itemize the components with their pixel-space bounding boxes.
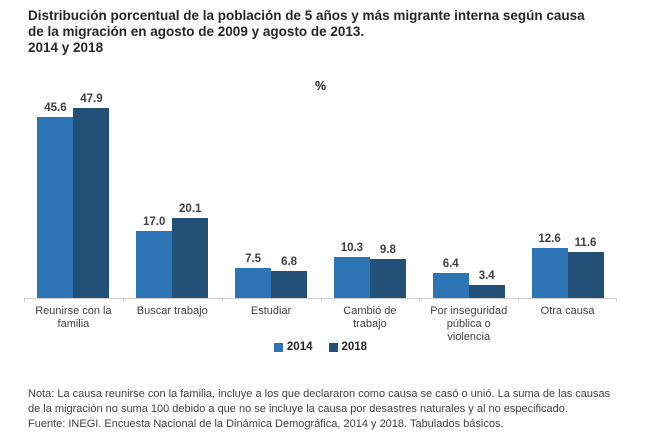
bar-column-2014-4: 10.3	[333, 242, 370, 298]
chart-title: Distribución porcentual de la población …	[28, 8, 628, 56]
bar-group-5: 6.4 3.4	[419, 101, 518, 298]
bar-2014-5	[432, 272, 469, 298]
bar-value-label-2018-3: 6.8	[281, 256, 298, 269]
x-axis-tick	[122, 298, 124, 302]
bar-2018-5	[468, 284, 505, 298]
bar-column-2014-2: 17.0	[136, 215, 173, 298]
bar-column-2018-2: 20.1	[172, 203, 209, 298]
bar-column-2014-6: 12.6	[531, 233, 568, 298]
x-axis-tick	[616, 298, 617, 302]
bar-column-2018-1: 47.9	[73, 93, 110, 298]
bar-2014-4	[333, 257, 370, 298]
bar-value-label-2014-3: 7.5	[245, 253, 262, 266]
bar-2018-1	[73, 108, 110, 298]
bar-value-label-2014-2: 17.0	[143, 215, 166, 228]
bar-2018-6	[567, 252, 604, 298]
bar-groups: 45.6 47.9 17.0 20.1 7.5 6.8 10.3 9.8 6.4 3.4 12.6 1…	[24, 93, 617, 298]
legend-label-2014: 2014	[286, 341, 313, 353]
bar-column-2014-5: 6.4	[432, 257, 469, 298]
bar-column-2014-3: 7.5	[235, 253, 272, 298]
bar-chart-plot-area: 45.6 47.9 17.0 20.1 7.5 6.8 10.3 9.8 6.4 3.4 12.6 1…	[24, 93, 617, 302]
note-line-1: Nota: La causa reunirse con la familia, …	[28, 388, 611, 400]
bar-value-label-2018-4: 9.8	[379, 244, 396, 257]
bar-value-label-2018-1: 47.9	[80, 93, 103, 106]
x-axis-tick	[419, 298, 421, 302]
note-line-2: de la migración no suma 100 debido a que…	[28, 403, 568, 415]
bar-column-2018-4: 9.8	[369, 244, 406, 298]
bar-value-label-2014-6: 12.6	[538, 233, 561, 246]
bar-column-2018-5: 3.4	[468, 269, 505, 298]
bar-value-label-2014-1: 45.6	[44, 102, 67, 115]
y-axis-unit-label: %	[314, 79, 327, 93]
bar-column-2014-1: 45.6	[37, 102, 74, 298]
bar-2018-4	[369, 259, 406, 298]
bar-value-label-2018-6: 11.6	[574, 237, 597, 250]
bar-2018-3	[271, 271, 308, 298]
bar-2014-3	[235, 268, 272, 298]
source-line: Fuente: INEGI. Encuesta Nacional de la D…	[28, 418, 504, 430]
category-label-3: Estudiar	[250, 305, 292, 317]
bar-value-label-2014-5: 6.4	[442, 257, 459, 270]
category-label-4: Cambió de trabajo	[343, 305, 397, 330]
bar-group-2: 17.0 20.1	[123, 101, 222, 298]
category-label-1: Reunirse con la familia	[35, 305, 112, 330]
x-axis-tick	[24, 298, 25, 302]
legend-label-2018: 2018	[341, 341, 368, 353]
bar-value-label-2018-2: 20.1	[179, 203, 202, 216]
legend-item-2018: 2018	[328, 341, 368, 353]
bar-2018-2	[172, 218, 209, 298]
chart-title-line-3: 2014 y 2018	[28, 40, 104, 55]
chart-title-line-2: de la migración en agosto de 2009 y agos…	[28, 24, 365, 39]
bar-group-3: 7.5 6.8	[222, 101, 321, 298]
category-label-5: Por inseguridad pública o violencia	[430, 305, 508, 343]
x-axis-tick	[221, 298, 223, 302]
bar-column-2018-3: 6.8	[271, 256, 308, 298]
legend-swatch-icon-2018	[328, 342, 338, 352]
x-axis-category-labels: Reunirse con la familia Buscar trabajo Est…	[24, 305, 617, 344]
chart-title-line-1: Distribución porcentual de la población …	[28, 8, 585, 23]
chart-legend: 2014 2018	[24, 341, 617, 353]
category-label-2: Buscar trabajo	[136, 305, 208, 317]
bar-column-2018-6: 11.6	[567, 237, 604, 298]
legend-swatch-icon-2014	[273, 342, 283, 352]
bar-2014-1	[37, 117, 74, 298]
bar-2014-6	[531, 248, 568, 298]
category-label-6: Otra causa	[540, 305, 595, 317]
bar-2014-2	[136, 230, 173, 298]
x-axis-tick	[518, 298, 520, 302]
x-axis-tick	[320, 298, 322, 302]
bar-value-label-2014-4: 10.3	[340, 242, 364, 255]
bar-group-6: 12.6 11.6	[518, 101, 617, 298]
bar-value-label-2018-5: 3.4	[478, 269, 495, 282]
legend-item-2014: 2014	[273, 341, 313, 353]
footnotes: Nota: La causa reunirse con la familia, …	[28, 387, 633, 432]
bar-group-4: 10.3 9.8	[320, 101, 419, 298]
bar-group-1: 45.6 47.9	[24, 93, 123, 298]
